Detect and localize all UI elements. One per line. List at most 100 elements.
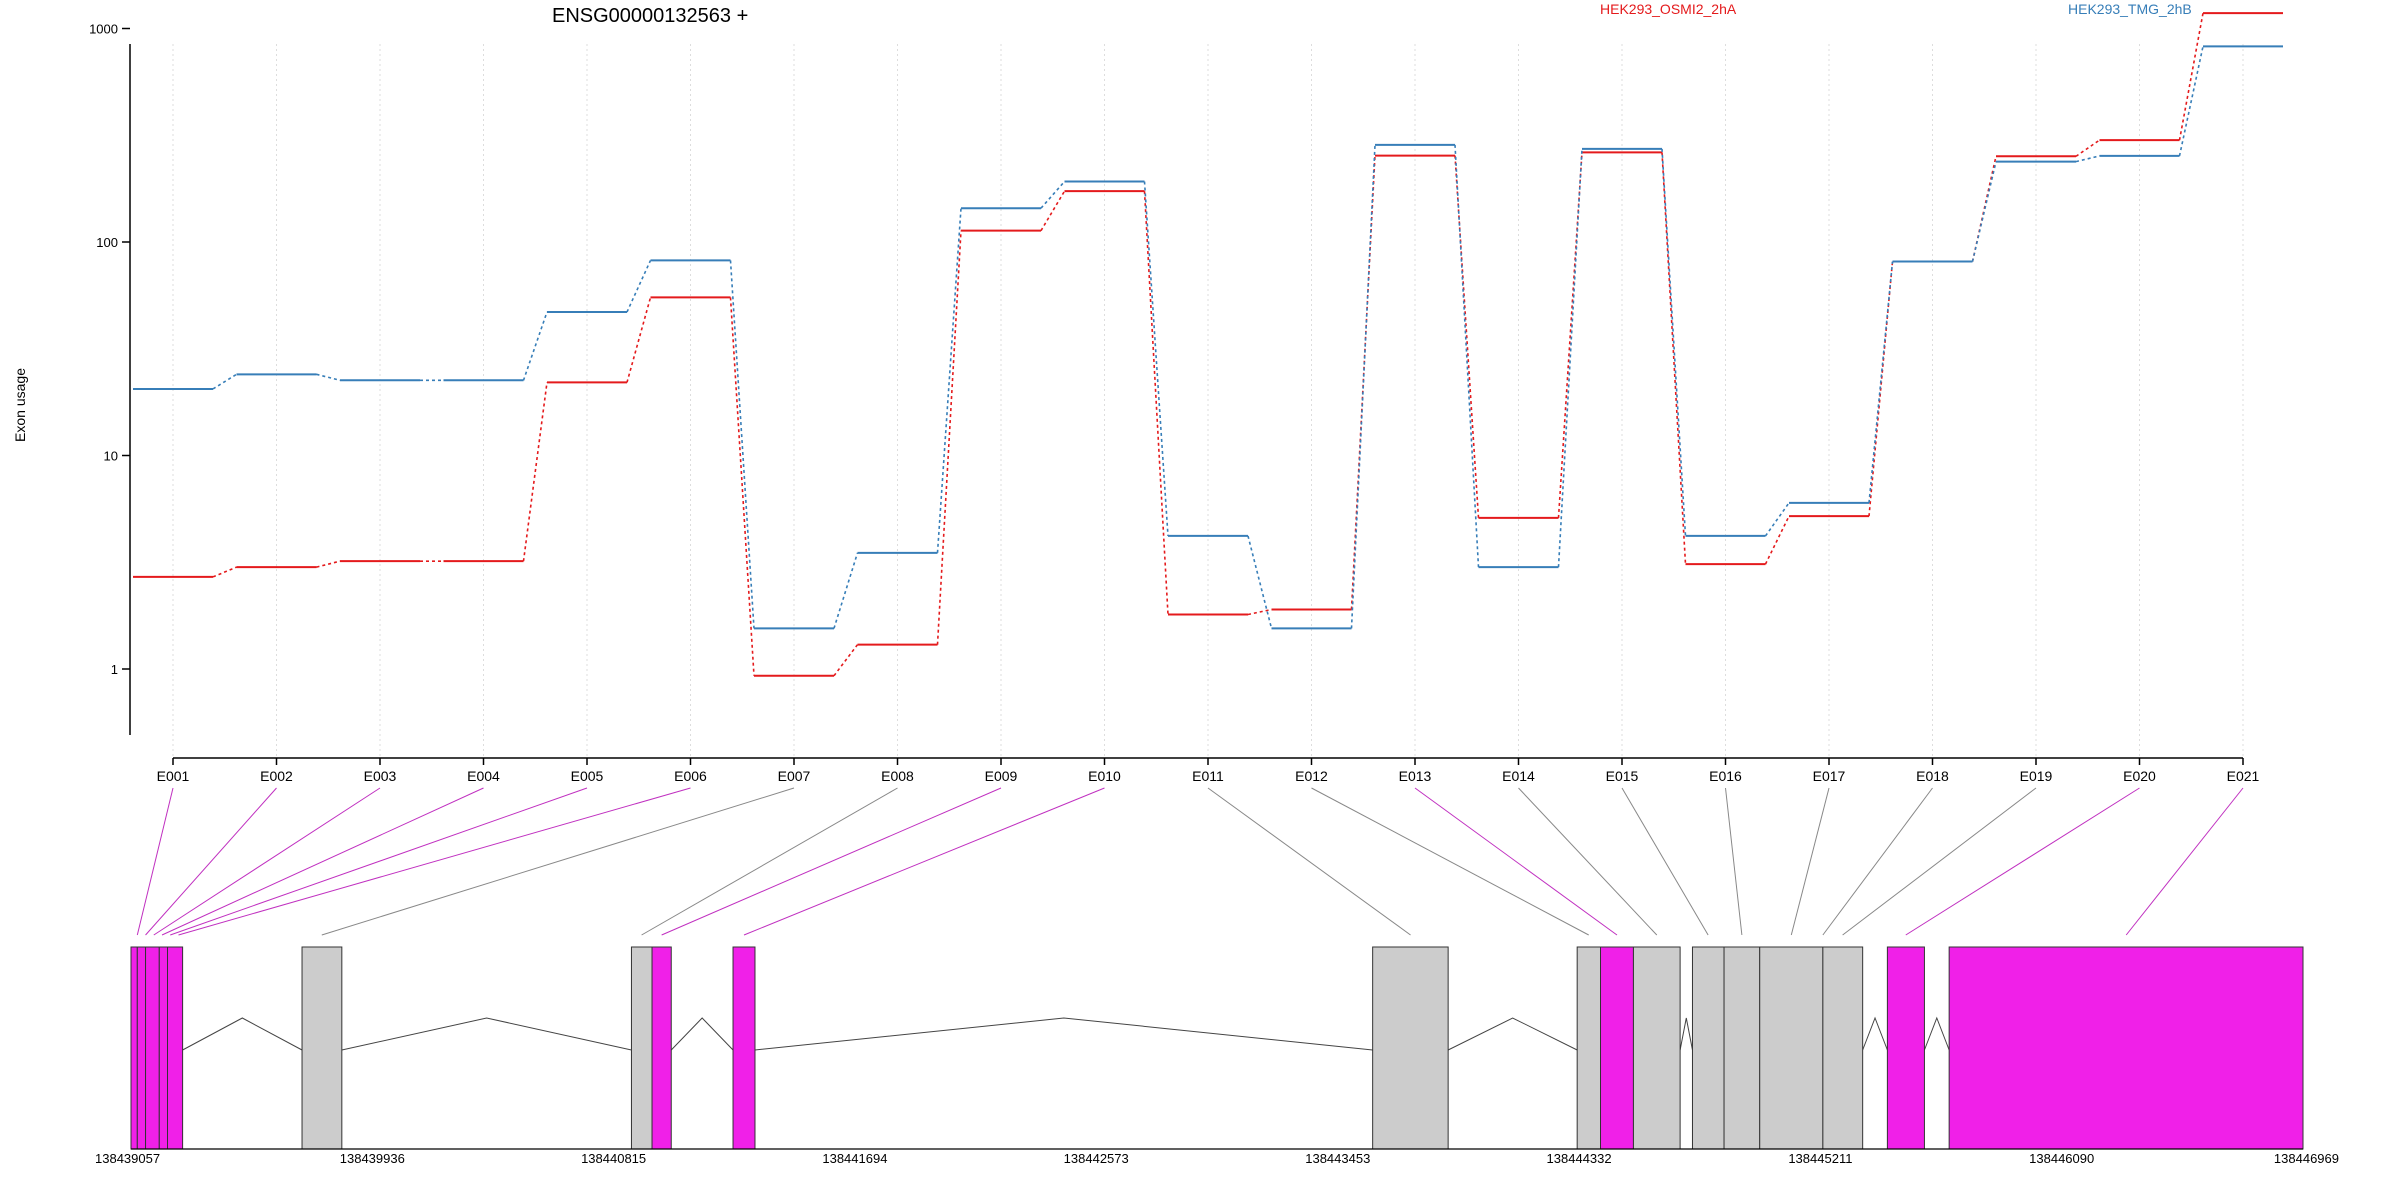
x-tick-label: E020 — [2123, 768, 2156, 784]
grid-lines — [172, 44, 2244, 758]
exon-link-line — [1822, 787, 1933, 936]
series-connector — [1454, 155, 1480, 518]
series-connector — [1143, 191, 1169, 615]
series-connector — [2075, 139, 2100, 157]
series-connector — [1557, 148, 1583, 568]
intron-line — [1679, 1017, 1693, 1051]
series-connector — [833, 552, 859, 629]
series-connector — [1454, 144, 1480, 568]
y-tick-label: 1 — [111, 662, 118, 677]
exon-box — [1691, 946, 1725, 1150]
exon-link-line — [1790, 787, 1830, 936]
exon-box — [630, 946, 653, 1150]
exon-box — [1759, 946, 1824, 1150]
exon-box — [1372, 946, 1449, 1150]
coordinate-label: 138443453 — [1305, 1151, 1370, 1166]
exon-link-line — [1414, 787, 1618, 936]
x-tick-label: E006 — [674, 768, 707, 784]
exon-box — [1723, 946, 1761, 1150]
exon-box — [1576, 946, 1602, 1150]
x-tick-label: E016 — [1709, 768, 1742, 784]
coordinate-label: 138439936 — [340, 1151, 405, 1166]
x-tick-label: E019 — [2020, 768, 2053, 784]
intron-line — [754, 1017, 1373, 1051]
legend-entry-osmi2: HEK293_OSMI2_2hA — [1600, 1, 1737, 17]
series-connector — [522, 382, 548, 562]
coordinate-label: 138446969 — [2274, 1151, 2339, 1166]
series-connector — [1764, 515, 1790, 565]
exon-link-line — [641, 787, 898, 936]
x-tick-label: E014 — [1502, 768, 1535, 784]
exon-box — [145, 946, 160, 1150]
coordinate-label: 138439057 — [95, 1151, 160, 1166]
intron-line — [182, 1017, 303, 1051]
exon-link-line — [321, 787, 795, 936]
exon-box — [1948, 946, 2304, 1150]
exon-box — [1822, 946, 1864, 1150]
exon-box — [130, 946, 138, 1150]
x-tick-label: E017 — [1813, 768, 1846, 784]
series-connector — [1661, 148, 1687, 536]
x-tick-label: E005 — [571, 768, 604, 784]
series-connector — [2075, 155, 2100, 163]
series-connector — [522, 311, 548, 381]
intron-line — [1923, 1016, 1950, 1051]
coordinate-label: 138444332 — [1547, 1151, 1612, 1166]
exon-link-line — [170, 787, 588, 936]
intron-line — [341, 1017, 632, 1051]
exon-link-line — [1518, 787, 1658, 936]
exon-link-line — [1725, 787, 1743, 936]
x-tick-label: E003 — [364, 768, 397, 784]
x-tick-label: E012 — [1295, 768, 1328, 784]
exon-box — [1632, 946, 1681, 1150]
x-tick-label: E015 — [1606, 768, 1639, 784]
series-connector — [729, 297, 755, 676]
x-tick-label: E013 — [1399, 768, 1432, 784]
y-tick-label: 1000 — [89, 22, 118, 37]
exon-link-line — [1207, 787, 1411, 936]
series-tmg — [133, 45, 2283, 630]
exon-box — [301, 946, 343, 1150]
exon-link-line — [161, 787, 484, 936]
exon-link-line — [136, 787, 174, 936]
x-tick-label: E008 — [881, 768, 914, 784]
exon-box — [651, 946, 672, 1150]
exon-link-line — [1905, 787, 2140, 936]
y-tick-label: 100 — [96, 235, 118, 250]
series-connector — [729, 260, 755, 629]
series-connector — [212, 373, 237, 390]
series-connector — [1247, 535, 1273, 629]
coordinate-label: 138442573 — [1064, 1151, 1129, 1166]
exon-link-line — [1621, 787, 1709, 936]
series-connector — [1040, 180, 1066, 209]
exon-box — [1600, 946, 1634, 1150]
series-connector — [1764, 502, 1790, 537]
series-connector — [2178, 46, 2204, 157]
coordinate-label: 138446090 — [2029, 1151, 2094, 1166]
coordinate-label: 138441694 — [822, 1151, 887, 1166]
x-tick-label: E021 — [2227, 768, 2260, 784]
series-connector — [1247, 608, 1272, 616]
x-tick-label: E001 — [157, 768, 190, 784]
series-connector — [316, 373, 341, 382]
x-tick-label: E004 — [467, 768, 500, 784]
series-connector — [626, 260, 652, 313]
series-connector — [626, 297, 652, 383]
series-connector — [936, 230, 962, 645]
x-tick-label: E002 — [260, 768, 293, 784]
series-connector — [1350, 144, 1376, 629]
series-connector — [316, 560, 341, 568]
exon-link-line — [743, 787, 1105, 936]
intron-line — [1862, 1016, 1888, 1051]
series-connector — [1661, 152, 1687, 565]
series-connector — [833, 644, 859, 677]
series-connector — [1971, 161, 1997, 262]
gene-model: 138439057 138439936 138440815 138441694 1384… — [95, 946, 2339, 1166]
series-connector — [2178, 13, 2204, 141]
coordinate-label: 138440815 — [581, 1151, 646, 1166]
exon-box — [136, 946, 147, 1150]
chart-title: ENSG00000132563 + — [552, 5, 748, 27]
exon-link-line — [661, 787, 1002, 936]
series-connector — [1868, 261, 1894, 503]
